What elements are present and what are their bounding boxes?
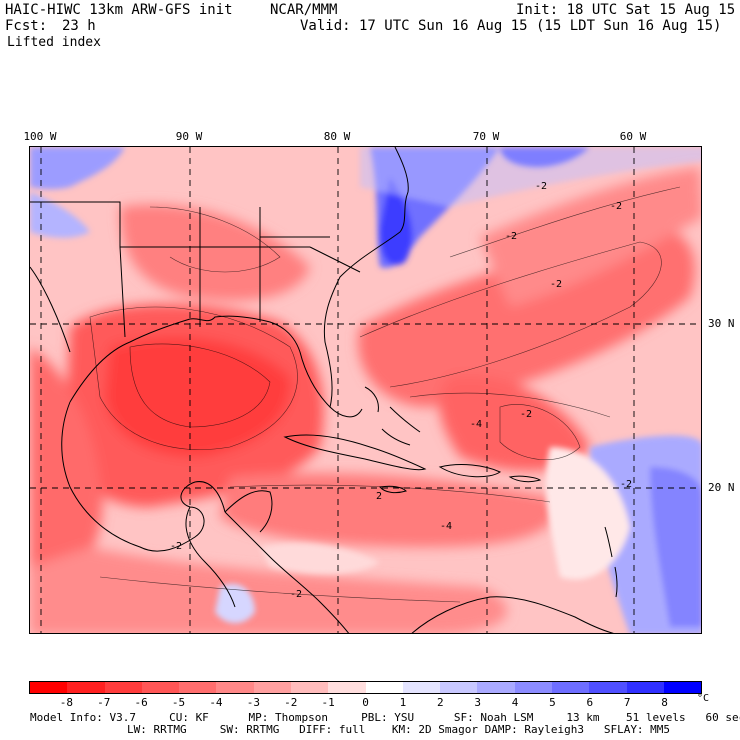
color-scale-label: -2 [284, 696, 298, 709]
lon-label-80w: 80 W [323, 130, 351, 143]
color-scale-label: 0 [362, 696, 369, 709]
valid-time: Valid: 17 UTC Sun 16 Aug 15 (15 LDT Sun … [300, 18, 722, 34]
color-scale-label: 8 [661, 696, 668, 709]
color-scale-cell [104, 682, 142, 693]
color-scale-cell [365, 682, 403, 693]
color-scale-cell [589, 682, 627, 693]
color-scale-label: -1 [321, 696, 335, 709]
contour-label: -2 [505, 231, 517, 242]
lon-label-90w: 90 W [175, 130, 203, 143]
color-scale-cell [216, 682, 254, 693]
forecast-hour: 23 h [62, 18, 96, 34]
color-scale-cell [663, 682, 702, 693]
contour-label: 2 [376, 491, 382, 502]
color-scale-label: -7 [97, 696, 111, 709]
model-info-line2: LW: RRTMG SW: RRTMG DIFF: full KM: 2D Sm… [127, 723, 671, 736]
color-scale-label: 5 [549, 696, 556, 709]
lat-label-20n: 20 N [708, 481, 735, 494]
lon-label-100w: 100 W [23, 130, 57, 143]
color-scale-cell [179, 682, 217, 693]
init-time: Init: 18 UTC Sat 15 Aug 15 [516, 2, 736, 18]
color-scale-cell [253, 682, 291, 693]
color-scale-cell [30, 682, 68, 693]
contour-label: -2 [535, 181, 547, 192]
color-scale-bar [29, 681, 702, 694]
color-scale-label: -4 [209, 696, 223, 709]
color-scale-label: -8 [59, 696, 73, 709]
contour-label: -2 [520, 409, 532, 420]
contour-label: -2 [290, 589, 302, 600]
color-scale-cell [477, 682, 515, 693]
contour-labels: -2 -2 -2 -2 -2 -4 -2 2 -2 -4 -2 [170, 181, 632, 600]
contour-label: -2 [170, 541, 182, 552]
color-scale-unit: °C [697, 693, 710, 704]
lifted-index-map: -2 -2 -2 -2 -2 -4 -2 2 -2 -4 -2 [29, 146, 702, 634]
color-scale-label: -5 [171, 696, 186, 709]
color-scale-label: 7 [623, 696, 631, 709]
contour-label: -2 [610, 201, 622, 212]
color-scale-label: 1 [399, 696, 407, 709]
color-scale-cell [67, 682, 105, 693]
color-scale-cell [328, 682, 366, 693]
graticule [30, 147, 701, 633]
color-scale-label: 3 [474, 696, 481, 709]
contour-label: -4 [440, 521, 452, 532]
contour-label: -2 [620, 479, 632, 490]
color-scale-cell [514, 682, 552, 693]
color-scale-cell [402, 682, 441, 693]
color-scale-cell [440, 682, 478, 693]
map-canvas: -2 -2 -2 -2 -2 -4 -2 2 -2 -4 -2 [30, 147, 701, 633]
plot-title: HAIC-HIWC 13km ARW-GFS init [5, 2, 233, 18]
color-scale-cell [626, 682, 664, 693]
plot-center: NCAR/MMM [270, 2, 338, 18]
field-shading [30, 147, 701, 633]
lon-label-70w: 70 W [472, 130, 500, 143]
color-scale-cell [551, 682, 590, 693]
color-scale-label: 4 [511, 696, 519, 709]
color-scale-label: -3 [246, 696, 260, 709]
contour-label: -4 [470, 419, 482, 430]
lon-label-60w: 60 W [619, 130, 647, 143]
lat-label-30n: 30 N [708, 317, 735, 330]
forecast-label: Fcst: [5, 18, 48, 34]
contour-label: -2 [550, 279, 562, 290]
color-scale-cell [290, 682, 329, 693]
color-scale-label: -6 [134, 696, 148, 709]
color-scale-label: 6 [586, 696, 594, 709]
field-name: Lifted index [7, 35, 101, 50]
color-scale-cell [141, 682, 180, 693]
color-scale-label: 2 [436, 696, 444, 709]
model-info-line1: Model Info: V3.7 CU: KF MP: Thompson PBL… [30, 711, 740, 724]
